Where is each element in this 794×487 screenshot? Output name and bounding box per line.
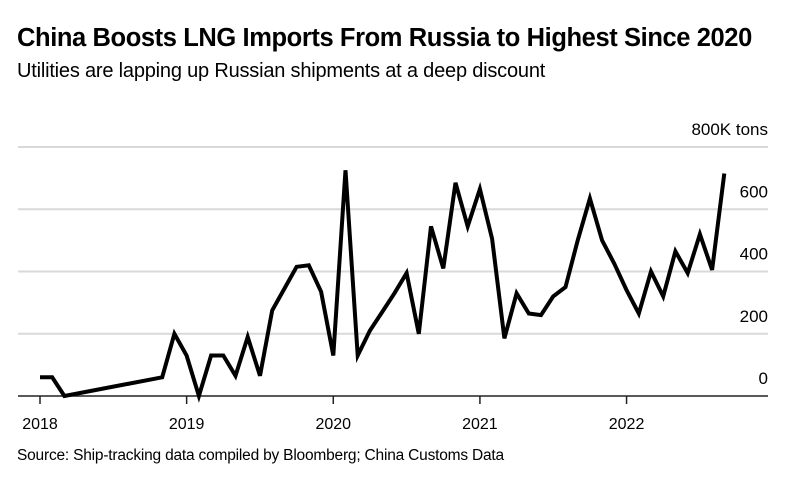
- series-layer: [40, 170, 727, 403]
- x-axis: 2018 2019 2020 2021 2022: [18, 395, 768, 433]
- y-tick-label: 800K tons: [691, 120, 768, 139]
- y-tick-label: 0: [759, 369, 768, 388]
- gridlines: [18, 146, 768, 335]
- chart-subtitle: Utilities are lapping up Russian shipmen…: [17, 60, 546, 82]
- y-tick-label: 200: [740, 307, 768, 326]
- source-note: Source: Ship-tracking data compiled by B…: [17, 447, 504, 464]
- chart-title: China Boosts LNG Imports From Russia to …: [17, 24, 752, 52]
- x-tick-label: 2021: [462, 416, 498, 433]
- x-tick-label: 2019: [169, 416, 205, 433]
- x-tick-label: 2022: [609, 416, 645, 433]
- y-axis-labels: 0 200 400 600 800K tons: [691, 120, 768, 388]
- y-tick-label: 600: [740, 182, 768, 201]
- x-tick-label: 2020: [315, 416, 351, 433]
- y-tick-label: 400: [740, 245, 768, 264]
- x-tick-label: 2018: [22, 416, 58, 433]
- series-line: [40, 170, 727, 403]
